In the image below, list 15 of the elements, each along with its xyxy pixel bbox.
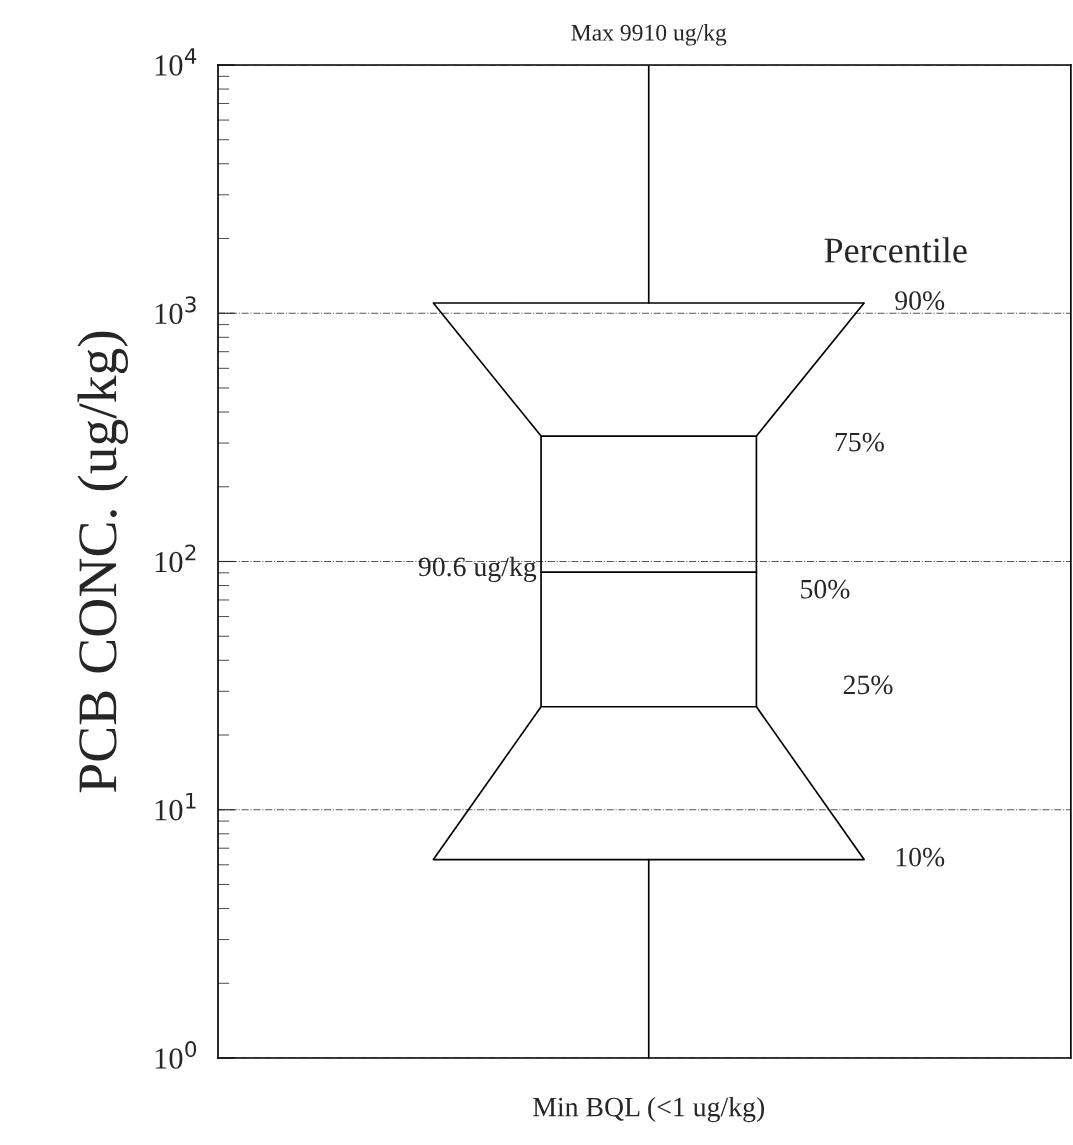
annotation: 50% bbox=[801, 579, 850, 599]
annotation: 75% bbox=[835, 432, 884, 452]
y-tick-label: 10$^{4}$ bbox=[155, 48, 197, 76]
annotation: 25% bbox=[843, 675, 893, 695]
annotation: 10% bbox=[896, 847, 945, 867]
y-axis-title: PCB CONC. (ug/kg) bbox=[77, 331, 129, 793]
text: Min BQL (<1 ug/kg) bbox=[533, 1096, 765, 1123]
annotation: 90% bbox=[895, 291, 945, 311]
annotation: 90.6 ug/kg bbox=[418, 556, 537, 582]
y-tick-label: 10$^{1}$ bbox=[155, 792, 196, 821]
y-tick-label: 10$^{3}$ bbox=[155, 296, 196, 325]
y-tick-label: 10$^{0}$ bbox=[155, 1041, 197, 1069]
annotation: Percentile bbox=[824, 237, 967, 263]
y-tick-label: 10$^{2}$ bbox=[155, 544, 196, 573]
text: Max 9910 ug/kg bbox=[571, 24, 727, 46]
